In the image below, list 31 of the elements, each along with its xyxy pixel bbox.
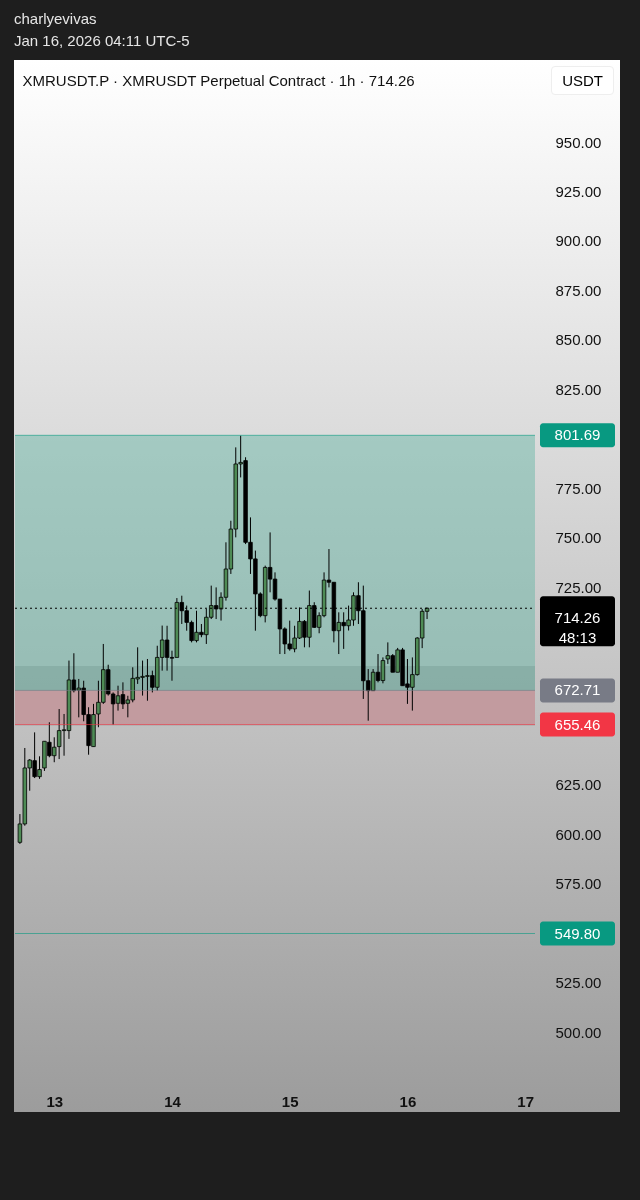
x-tick-label: 15 — [281, 1092, 299, 1110]
y-tick-label: 925.00 — [555, 182, 602, 200]
x-tick-label: 13 — [46, 1092, 64, 1110]
y-tick-label: 575.00 — [555, 875, 602, 893]
y-tick-label: 750.00 — [555, 529, 602, 547]
x-tick-label: 16 — [399, 1092, 417, 1110]
y-tick-label: 525.00 — [555, 974, 602, 992]
y-tick-label: 725.00 — [555, 578, 602, 596]
chart-title: XMRUSDT.P · XMRUSDT Perpetual Contract · 1h · 714.26 — [22, 72, 415, 89]
x-tick-label: 14 — [164, 1092, 182, 1110]
candlestick — [120, 681, 126, 710]
candlestick — [380, 656, 386, 684]
y-tick-label: 825.00 — [555, 380, 602, 398]
y-tick-label: 850.00 — [555, 331, 602, 349]
y-tick-label: 500.00 — [555, 1023, 602, 1041]
ref-line-label: 549.80 — [554, 924, 601, 942]
text: charlyevivas — [14, 9, 98, 29]
ref-line-label: 655.46 — [554, 715, 601, 733]
ref-line-label: 801.69 — [554, 426, 601, 444]
ref-line-label: 672.71 — [554, 681, 601, 699]
y-tick-label: 950.00 — [555, 133, 602, 151]
y-tick-label: 625.00 — [555, 776, 602, 794]
y-tick-label: 900.00 — [555, 232, 602, 250]
y-axis-title: USDT — [551, 66, 614, 95]
y-tick-label: 600.00 — [555, 825, 602, 843]
y-tick-label: 875.00 — [555, 281, 602, 299]
text: Jan 16, 2026 04:11 UTC-5 — [14, 31, 190, 51]
x-tick-label: 17 — [517, 1092, 535, 1110]
ref-line-label: 714.26 48:13 — [554, 609, 601, 647]
candlestick — [115, 685, 121, 712]
y-tick-label: 775.00 — [555, 479, 602, 497]
